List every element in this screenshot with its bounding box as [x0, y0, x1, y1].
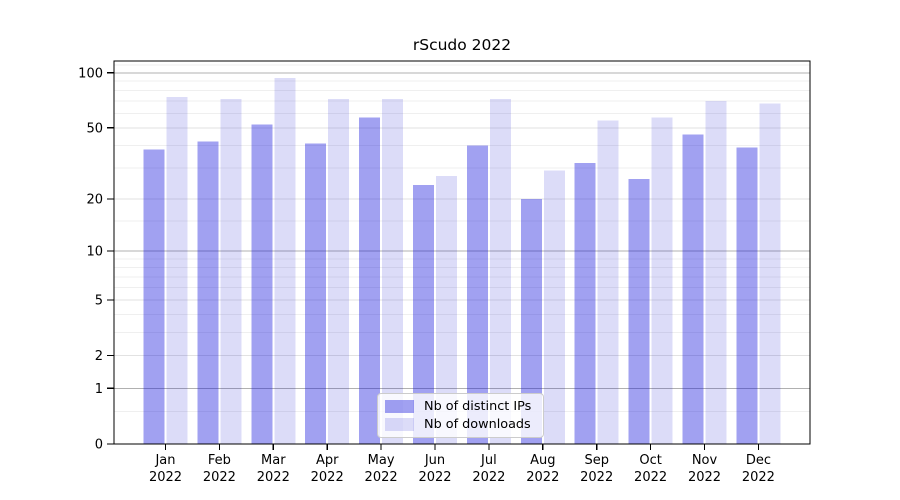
x-tick-label-year: 2022	[742, 470, 775, 485]
x-tick-label-year: 2022	[149, 470, 182, 485]
x-tick-label-month: Jun	[424, 453, 445, 468]
x-tick-label-year: 2022	[418, 470, 451, 485]
y-tick-label-5: 5	[95, 293, 103, 308]
legend-label-downloads: Nb of downloads	[424, 417, 531, 432]
bar-downloads-aug	[543, 170, 565, 444]
legend-label-distinct-ips: Nb of distinct IPs	[424, 399, 532, 414]
bar-downloads-apr	[328, 98, 350, 444]
bar-downloads-mar	[274, 77, 296, 445]
bar-downloads-jan	[166, 96, 188, 444]
plot-frame	[113, 60, 811, 445]
bar-distinct-ips-dec	[736, 147, 758, 444]
bar-downloads-may	[382, 98, 404, 444]
y-tick-label-1: 1	[95, 382, 103, 397]
y-tick-label-20: 20	[86, 193, 103, 208]
y-tick-label-50: 50	[86, 121, 103, 136]
x-tick-label-year: 2022	[580, 470, 613, 485]
legend: Nb of distinct IPs Nb of downloads	[377, 393, 544, 438]
bar-distinct-ips-jan	[143, 149, 165, 444]
bar-distinct-ips-nov	[682, 134, 704, 444]
bar-distinct-ips-feb	[197, 141, 219, 444]
x-tick-label-month: Oct	[639, 453, 661, 468]
bar-downloads-nov	[705, 101, 727, 445]
x-tick-label-year: 2022	[257, 470, 290, 485]
x-tick-label-year: 2022	[472, 470, 505, 485]
chart-title: rScudo 2022	[412, 36, 512, 54]
x-tick-label-month: Apr	[316, 453, 339, 468]
legend-item-distinct-ips: Nb of distinct IPs	[385, 399, 536, 414]
bar-downloads-oct	[651, 117, 673, 445]
bar-distinct-ips-aug	[520, 199, 542, 444]
x-tick-label-month: Feb	[208, 453, 231, 468]
x-tick-label-month: May	[368, 453, 395, 468]
bar-distinct-ips-may	[359, 117, 381, 445]
x-tick-label-month: Sep	[584, 453, 609, 468]
x-tick-label-year: 2022	[365, 470, 398, 485]
x-tick-label-year: 2022	[634, 470, 667, 485]
y-tick-label-100: 100	[78, 66, 103, 81]
bar-distinct-ips-oct	[628, 178, 650, 444]
x-tick-label-month: Jul	[480, 453, 497, 468]
y-tick-label-10: 10	[86, 245, 103, 260]
bar-distinct-ips-apr	[305, 143, 327, 444]
y-tick-label-0: 0	[95, 438, 103, 453]
x-tick-label-year: 2022	[311, 470, 344, 485]
legend-swatch-ips-icon	[385, 400, 414, 413]
x-tick-label-month: Nov	[692, 453, 718, 468]
bar-downloads-jun	[436, 176, 457, 445]
x-tick-label-month: Dec	[746, 453, 771, 468]
bar-downloads-dec	[759, 103, 781, 444]
x-tick-label-month: Aug	[530, 453, 555, 468]
bar-downloads-feb	[220, 98, 242, 444]
bar-distinct-ips-sep	[574, 162, 596, 444]
bar-downloads-sep	[597, 120, 619, 444]
legend-swatch-downloads-icon	[385, 418, 414, 431]
legend-item-downloads: Nb of downloads	[385, 417, 536, 432]
x-tick-label-year: 2022	[203, 470, 236, 485]
x-tick-label-month: Mar	[261, 453, 286, 468]
bar-downloads-jul	[489, 98, 511, 444]
bar-distinct-ips-mar	[251, 124, 273, 444]
x-tick-label-year: 2022	[526, 470, 559, 485]
bar-distinct-ips-jun	[413, 185, 434, 444]
y-tick-label-2: 2	[95, 349, 103, 364]
x-tick-label-year: 2022	[688, 470, 721, 485]
x-tick-label-month: Jan	[154, 453, 175, 468]
bar-distinct-ips-jul	[466, 145, 488, 444]
